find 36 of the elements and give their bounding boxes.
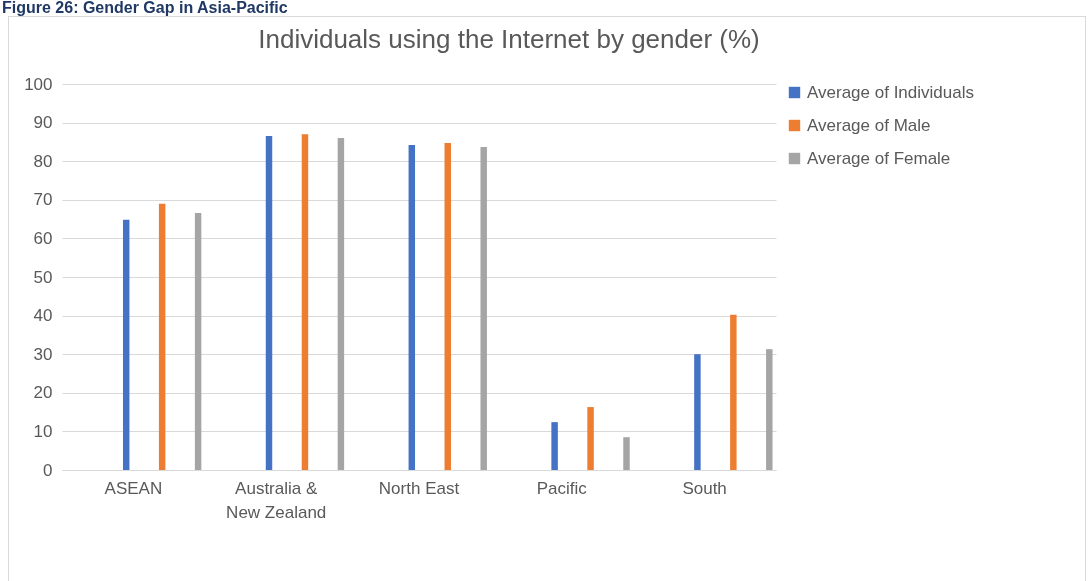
bar — [480, 146, 487, 470]
bar — [408, 144, 416, 470]
legend-label: Average of Male — [807, 115, 931, 135]
legend-label: Average of Female — [807, 148, 951, 168]
y-tick-label: 40 — [33, 306, 53, 326]
bar — [730, 314, 737, 470]
bar — [194, 212, 202, 470]
y-tick-label: 30 — [33, 344, 53, 364]
bar — [265, 136, 273, 470]
bar — [623, 437, 630, 470]
x-tick-label: ASEAN — [104, 478, 163, 498]
y-tick-label: 100 — [24, 74, 53, 94]
bar — [158, 203, 166, 470]
y-tick-label: 90 — [33, 113, 53, 133]
y-tick-label: 10 — [33, 421, 53, 441]
x-tick-label: South — [682, 478, 727, 498]
y-tick-label: 20 — [33, 383, 53, 403]
y-tick-label: 70 — [33, 190, 53, 210]
bar — [551, 422, 558, 470]
y-tick-label: 60 — [33, 228, 53, 248]
caption: Figure 26: Gender Gap in Asia-Pacific — [1, 0, 289, 16]
chart-title: Individuals using the Internet by gender (%) — [258, 24, 760, 54]
x-tick-label: Australia & New Zealand — [226, 478, 327, 522]
bar — [587, 407, 594, 470]
legend-label: Average of Individuals — [807, 82, 974, 102]
bar — [444, 143, 451, 470]
x-tick-label: North East — [378, 478, 460, 498]
bar — [301, 134, 309, 470]
y-tick-label: 80 — [33, 151, 53, 171]
bar — [694, 354, 701, 470]
bar — [766, 349, 773, 470]
bar — [122, 219, 130, 470]
y-tick-label: 0 — [43, 460, 53, 480]
bar — [337, 138, 345, 470]
y-tick-label: 50 — [33, 267, 53, 287]
x-tick-label: Pacific — [536, 478, 588, 498]
